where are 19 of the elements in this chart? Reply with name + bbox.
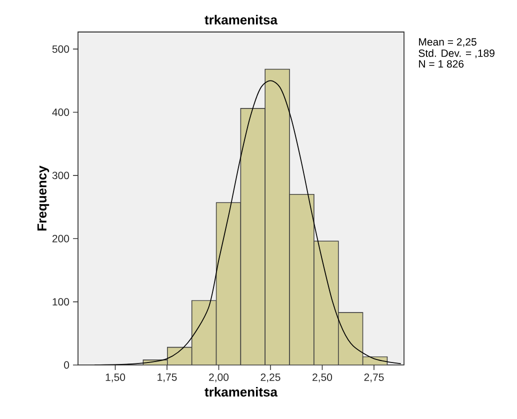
y-tick-label: 0	[64, 361, 70, 369]
y-tick-label: 200	[52, 234, 70, 242]
x-tick-label: 2,25	[260, 374, 280, 382]
line-series	[94, 80, 402, 365]
chart-title: trkamenitsa	[204, 14, 278, 24]
y-tick-label: 100	[52, 298, 70, 306]
x-axis-title: trkamenitsa	[204, 387, 278, 397]
x-tick-label: 1,75	[158, 374, 177, 382]
text: Std. Dev. = ,189	[418, 49, 494, 58]
x-tick-label: 1,50	[106, 374, 126, 382]
text: Mean = 2,25	[419, 38, 476, 47]
y-tick-label: 500	[52, 45, 70, 53]
x-tick-label: 2,75	[364, 374, 384, 382]
y-tick-label: 400	[52, 108, 70, 116]
y-tick-label: 300	[52, 172, 70, 180]
x-tick-label: 2,00	[209, 374, 229, 382]
text: N = 1 826	[419, 60, 464, 68]
y-axis-title: Frequency	[37, 166, 50, 230]
x-tick-label: 2,50	[312, 374, 332, 382]
